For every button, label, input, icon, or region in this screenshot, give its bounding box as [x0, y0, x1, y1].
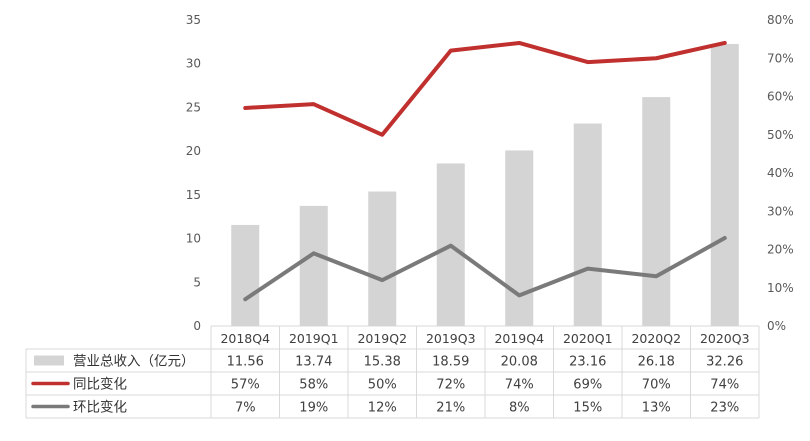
x-tick-label: 2020Q3 — [700, 331, 750, 346]
data-label: 11.56 — [227, 355, 264, 370]
line-point — [312, 102, 316, 106]
bar — [505, 150, 534, 326]
data-label: 15.38 — [364, 355, 401, 370]
data-label: 74% — [505, 378, 534, 393]
line-point — [517, 41, 521, 45]
y-right-tick-label: 60% — [767, 90, 794, 104]
y-left-tick-label: 5 — [193, 275, 201, 289]
data-label: 58% — [299, 378, 328, 393]
data-label: 19% — [299, 401, 328, 416]
data-label: 23.16 — [569, 355, 606, 370]
legend-label: 环比变化 — [73, 400, 127, 416]
y-right-tick-label: 30% — [767, 204, 794, 218]
line-point — [312, 251, 316, 255]
data-label: 70% — [642, 378, 671, 393]
x-tick-label: 2019Q1 — [289, 331, 339, 346]
x-tick-label: 2020Q2 — [631, 331, 681, 346]
series-line — [243, 40, 727, 137]
line-point — [723, 41, 727, 45]
y-right-tick-label: 20% — [767, 243, 794, 257]
line-point — [380, 278, 384, 282]
data-label: 13% — [642, 401, 671, 416]
y-left-tick-label: 30 — [186, 57, 201, 71]
legend-swatch — [34, 355, 64, 366]
legend-label: 同比变化 — [73, 377, 127, 393]
data-label: 74% — [710, 378, 739, 393]
bar — [299, 205, 328, 326]
y-left-tick-label: 0 — [193, 319, 201, 333]
axes: 0 5 10 15 20 25 30 35 0% 10% 20% 30% 40% 50% 60% 70% 80% — [186, 13, 794, 333]
y-right-tick-label: 0% — [767, 319, 786, 333]
data-label: 13.74 — [295, 355, 332, 370]
bar — [642, 97, 671, 326]
line-point — [243, 106, 247, 110]
x-tick-label: 2020Q1 — [563, 331, 613, 346]
legend-label: 营业总收入（亿元） — [73, 354, 195, 370]
data-label: 50% — [368, 378, 397, 393]
y-right-tick-label: 70% — [767, 51, 794, 65]
line-point — [654, 274, 658, 278]
y-left-tick-label: 15 — [186, 188, 201, 202]
y-right-tick-label: 50% — [767, 128, 794, 142]
x-tick-label: 2019Q4 — [494, 331, 544, 346]
x-tick-label: 2019Q3 — [426, 331, 476, 346]
y-left-tick-label: 10 — [186, 232, 201, 246]
y-right-tick-label: 10% — [767, 281, 794, 295]
line-point — [586, 60, 590, 64]
data-table: 2018Q4 2019Q1 2019Q2 2019Q3 2019Q4 2020Q1 2020… — [25, 325, 760, 419]
x-tick-label: 2018Q4 — [220, 331, 270, 346]
data-label: 32.26 — [706, 355, 743, 370]
data-label: 20.08 — [501, 355, 538, 370]
series-line — [243, 236, 727, 302]
data-label: 21% — [436, 401, 465, 416]
data-label: 69% — [573, 378, 602, 393]
y-right-tick-label: 80% — [767, 13, 794, 27]
bar — [231, 224, 260, 326]
data-label: 72% — [436, 378, 465, 393]
data-label: 57% — [231, 378, 260, 393]
bar — [710, 43, 739, 326]
y-right-tick-label: 40% — [767, 166, 794, 180]
data-label: 15% — [573, 401, 602, 416]
data-label: 7% — [235, 401, 256, 416]
line-point — [380, 133, 384, 137]
data-label: 12% — [368, 401, 397, 416]
data-label: 8% — [509, 401, 530, 416]
data-label: 26.18 — [638, 355, 675, 370]
line-series — [243, 40, 727, 302]
line-point — [449, 49, 453, 53]
y-left-tick-label: 25 — [186, 100, 201, 114]
line-point — [243, 297, 247, 301]
line-point — [586, 267, 590, 271]
y-left-tick-label: 20 — [186, 144, 201, 158]
data-label: 18.59 — [432, 355, 469, 370]
bar — [368, 191, 397, 326]
line-point — [654, 56, 658, 60]
bar-series — [231, 43, 739, 326]
line-point — [723, 236, 727, 240]
data-label: 23% — [710, 401, 739, 416]
y-left-tick-label: 35 — [186, 13, 201, 27]
bar — [573, 123, 602, 326]
line-point — [517, 293, 521, 297]
line-point — [449, 244, 453, 248]
x-tick-label: 2019Q2 — [357, 331, 407, 346]
